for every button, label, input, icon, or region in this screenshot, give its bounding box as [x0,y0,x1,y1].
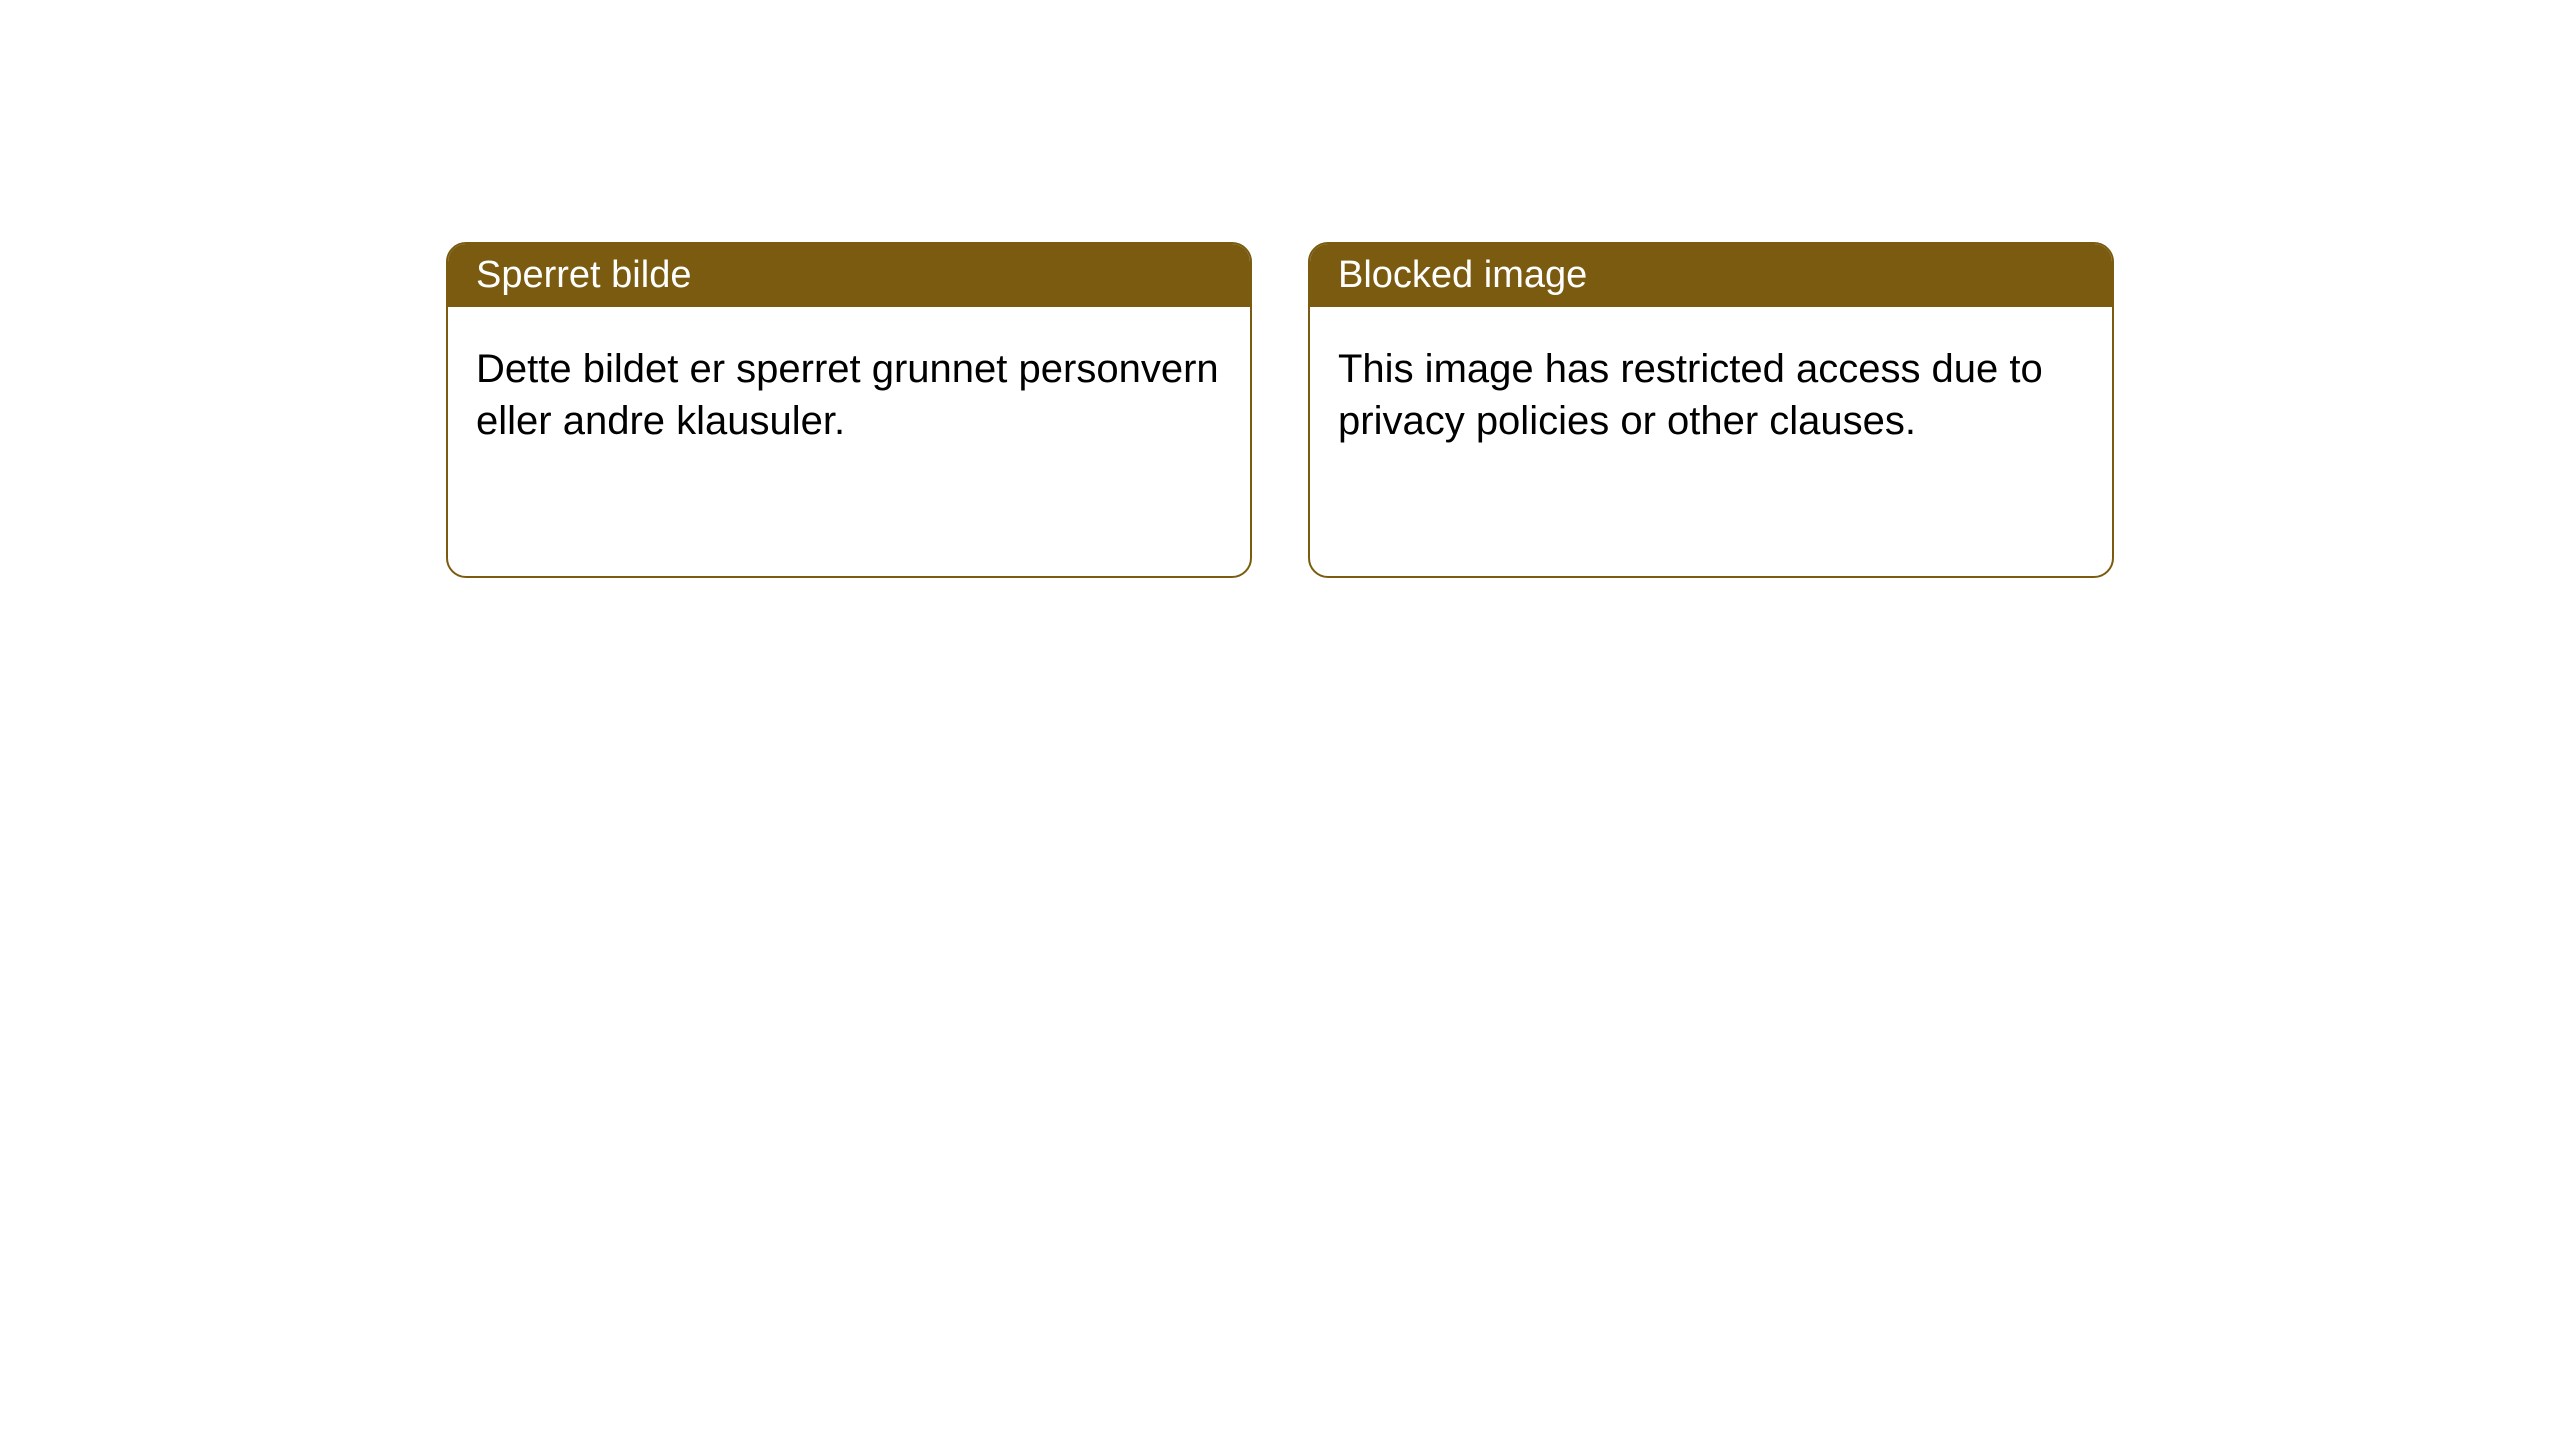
card-title-no: Sperret bilde [476,254,691,296]
card-body-en: This image has restricted access due to … [1310,307,2112,483]
card-title-en: Blocked image [1338,254,1587,296]
blocked-image-card-en: Blocked image This image has restricted … [1308,242,2114,578]
card-body-no: Dette bildet er sperret grunnet personve… [448,307,1250,483]
notice-container: Sperret bilde Dette bildet er sperret gr… [0,0,2560,578]
blocked-image-card-no: Sperret bilde Dette bildet er sperret gr… [446,242,1252,578]
card-message-en: This image has restricted access due to … [1338,347,2043,443]
card-message-no: Dette bildet er sperret grunnet personve… [476,347,1219,443]
card-header-en: Blocked image [1310,244,2112,307]
card-header-no: Sperret bilde [448,244,1250,307]
